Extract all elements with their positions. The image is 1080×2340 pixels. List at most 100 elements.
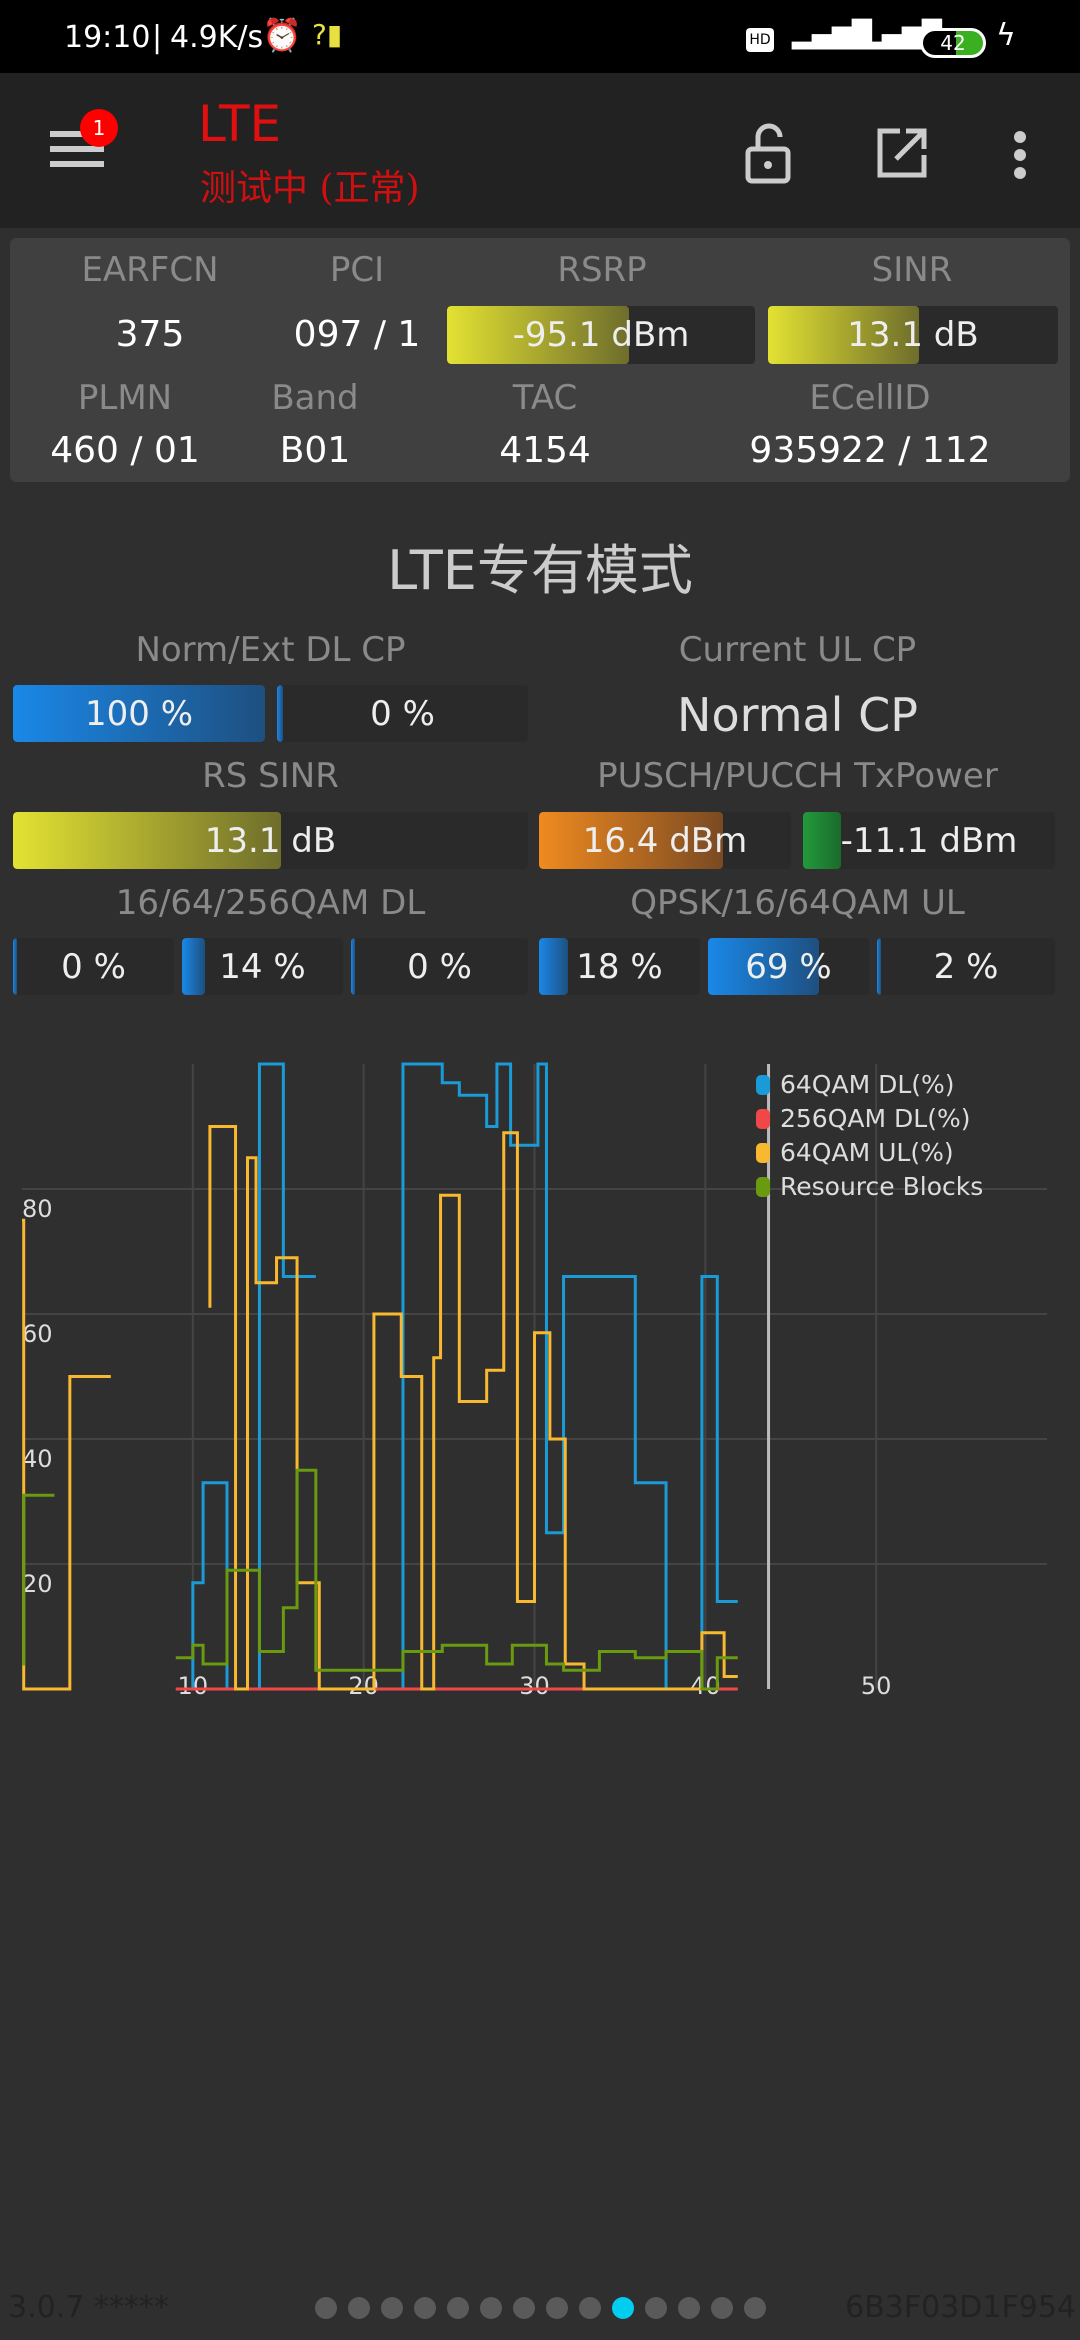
x-tick-label: 30 [519, 1672, 550, 1700]
dl-cp-extended-value: 0 % [370, 693, 435, 734]
alarm-icon: ⏰ [262, 16, 302, 54]
page-dot[interactable] [611, 2297, 634, 2319]
status-bar: 19:10 | 4.9K/s ⏰ ?▮ HD ▂▄▆█ ▂▄▆█ 42 ϟ [0, 0, 1080, 73]
qam256-dl-bar: 0 % [351, 938, 528, 995]
qam16-dl-value: 0 % [61, 946, 126, 987]
page-dot[interactable] [512, 2297, 535, 2319]
y-tick-label: 80 [22, 1195, 53, 1223]
page-dot[interactable] [479, 2297, 502, 2319]
rs-sinr-label: RS SINR [202, 756, 339, 796]
page-dot[interactable] [578, 2297, 601, 2319]
x-tick-label: 50 [861, 1672, 892, 1700]
page-dot[interactable] [413, 2297, 436, 2319]
qam16-dl-bar: 0 % [13, 938, 174, 995]
band-label: Band [271, 378, 359, 418]
bar-fill [13, 938, 18, 995]
menu-button[interactable]: 1 [50, 109, 118, 171]
legend-label: 64QAM DL(%) [780, 1070, 955, 1099]
bar-fill [351, 938, 356, 995]
ul-cp-label: Current UL CP [678, 630, 917, 670]
series-line-3 [22, 1493, 55, 1666]
qam64-ul-bar: 2 % [877, 938, 1055, 995]
app-version: 3.0.7 ***** [8, 2290, 169, 2325]
legend-swatch [756, 1109, 770, 1129]
y-tick-label: 20 [22, 1570, 53, 1598]
bar-fill [877, 938, 882, 995]
dl-cp-label: Norm/Ext DL CP [135, 630, 406, 670]
plmn-value: 460 / 01 [50, 430, 200, 471]
rsrp-label: RSRP [557, 250, 647, 290]
qam64-dl-value: 14 % [219, 946, 306, 987]
open-external-icon[interactable] [876, 127, 928, 179]
rsrp-bar: -95.1 dBm [447, 306, 755, 364]
x-tick-label: 40 [690, 1672, 721, 1700]
more-vert-icon[interactable] [1010, 129, 1030, 181]
y-tick-label: 40 [22, 1445, 53, 1473]
lock-open-icon[interactable] [744, 123, 794, 185]
app-subtitle: 测试中 (正常) [200, 168, 420, 209]
pci-value: 097 / 1 [293, 314, 421, 355]
bar-fill [182, 938, 205, 995]
sinr-bar-fill [768, 306, 919, 364]
bar-fill [277, 685, 284, 742]
hd-icon: HD [746, 28, 774, 52]
rs-sinr-bar: 13.1 dB [13, 812, 528, 869]
bar-fill [803, 812, 841, 869]
notification-badge: 1 [80, 109, 118, 147]
series-line-2 [22, 1218, 111, 1691]
sinr-value: 13.1 dB [847, 315, 979, 355]
legend-swatch [756, 1143, 770, 1163]
bar-fill [13, 685, 265, 742]
band-value: B01 [279, 430, 351, 471]
pusch-power-bar: 16.4 dBm [539, 812, 791, 869]
legend-swatch [756, 1177, 770, 1197]
network-speed: 4.9K/s [170, 20, 264, 55]
app-bar: 1 LTE 测试中 (正常) [0, 73, 1080, 228]
status-separator: | [152, 20, 163, 55]
page-dot[interactable] [644, 2297, 667, 2319]
earfcn-value: 375 [115, 314, 185, 355]
page-dot[interactable] [380, 2297, 403, 2319]
qpsk-ul-bar: 18 % [539, 938, 700, 995]
page-dot[interactable] [545, 2297, 568, 2319]
page-dot[interactable] [677, 2297, 700, 2319]
sinr-bar: 13.1 dB [768, 306, 1058, 364]
legend-label: 64QAM UL(%) [780, 1138, 954, 1167]
rsrp-value: -95.1 dBm [512, 315, 690, 355]
legend-label: 256QAM DL(%) [780, 1104, 970, 1133]
dl-cp-normal-value: 100 % [84, 693, 193, 734]
charging-icon: ϟ [996, 18, 1016, 53]
battery-level: 42 [940, 31, 966, 55]
qam256-dl-value: 0 % [407, 946, 472, 987]
legend-swatch [756, 1075, 770, 1095]
page-dot[interactable] [347, 2297, 370, 2319]
bar-fill [539, 812, 723, 869]
tx-power-label: PUSCH/PUCCH TxPower [597, 756, 998, 796]
device-id: 6B3F03D1F954 [845, 2290, 1076, 2325]
series-line-3 [175, 1468, 738, 1691]
ul-cp-value: Normal CP [677, 688, 918, 742]
page-indicator [0, 2297, 1080, 2323]
app-title: LTE [198, 95, 282, 153]
page-dot[interactable] [446, 2297, 469, 2319]
page-dot[interactable] [314, 2297, 337, 2319]
dl-cp-extended-bar: 0 % [277, 685, 528, 742]
battery-icon: 42 [920, 28, 986, 58]
ecellid-value: 935922 / 112 [749, 430, 991, 471]
pucch-power-value: -11.1 dBm [840, 820, 1018, 861]
section-title: LTE专有模式 [387, 539, 693, 602]
qam-ul-label: QPSK/16/64QAM UL [630, 883, 965, 923]
5g-signal-icon: ▂▄▆█ [792, 20, 872, 50]
dl-cp-normal-bar: 100 % [13, 685, 265, 742]
page-dot[interactable] [743, 2297, 766, 2319]
tac-value: 4154 [499, 430, 591, 471]
qam16-ul-value: 69 % [745, 946, 832, 987]
tac-label: TAC [512, 378, 578, 418]
ecellid-label: ECellID [809, 378, 931, 418]
series-line-2 [208, 1125, 738, 1691]
sinr-label: SINR [871, 250, 953, 290]
bar-fill [539, 938, 568, 995]
rsrp-bar-fill [447, 306, 629, 364]
page-dot[interactable] [710, 2297, 733, 2319]
